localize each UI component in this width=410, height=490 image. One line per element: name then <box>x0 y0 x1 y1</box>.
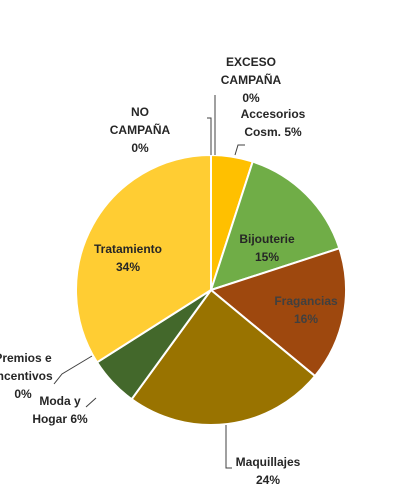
data-label-line: Accesorios <box>241 107 306 121</box>
data-label-bijouterie: Bijouterie 15% <box>239 232 295 264</box>
data-label-maquillajes: Maquillajes 24% <box>236 455 301 487</box>
data-label-line: Incentivos <box>0 369 53 383</box>
data-label-tratamiento: Tratamiento 34% <box>94 242 162 274</box>
data-label-line: 34% <box>116 260 140 274</box>
data-label-line: Premios e <box>0 351 52 365</box>
data-label-line: 0% <box>131 141 149 155</box>
data-label-line: 24% <box>256 473 280 487</box>
data-label-line: 15% <box>255 250 279 264</box>
data-label-line: Moda y <box>39 394 81 408</box>
data-label-line: CAMPAÑA <box>221 72 282 87</box>
data-label-line: 16% <box>294 312 318 326</box>
data-label-moda-hogar: Moda y Hogar 6% <box>32 394 88 426</box>
data-label-line: Fragancias <box>274 294 338 308</box>
data-label-line: Maquillajes <box>236 455 301 469</box>
leader-line-accesorios <box>234 144 245 156</box>
data-label-line: EXCESO <box>226 55 276 69</box>
data-label-line: Hogar 6% <box>32 412 88 426</box>
data-label-accesorios: Accesorios Cosm. 5% <box>241 107 306 139</box>
data-label-line: 0% <box>242 91 260 105</box>
leader-line-premios-incentivos <box>53 355 93 385</box>
data-label-no-campana: NO CAMPAÑA 0% <box>110 105 171 155</box>
leader-line-no-campana <box>207 117 212 155</box>
pie-slice-fragancias <box>208 247 347 378</box>
data-label-line: CAMPAÑA <box>110 122 171 137</box>
leader-line-maquillajes <box>225 425 232 469</box>
data-label-line: Cosm. 5% <box>244 125 302 139</box>
data-label-line: 0% <box>14 387 32 401</box>
leader-line-moda-hogar <box>85 397 97 408</box>
pie-slice-maquillajes <box>130 288 317 426</box>
data-label-line: Tratamiento <box>94 242 162 256</box>
pie-slice-tratamiento <box>75 153 212 364</box>
data-label-line: Bijouterie <box>239 232 295 246</box>
data-label-fragancias: Fragancias 16% <box>274 294 338 326</box>
data-label-exceso-campana: EXCESO CAMPAÑA 0% <box>221 55 282 105</box>
data-label-premios-incentivos: Premios e Incentivos 0% <box>0 351 53 401</box>
data-label-line: NO <box>131 105 149 119</box>
